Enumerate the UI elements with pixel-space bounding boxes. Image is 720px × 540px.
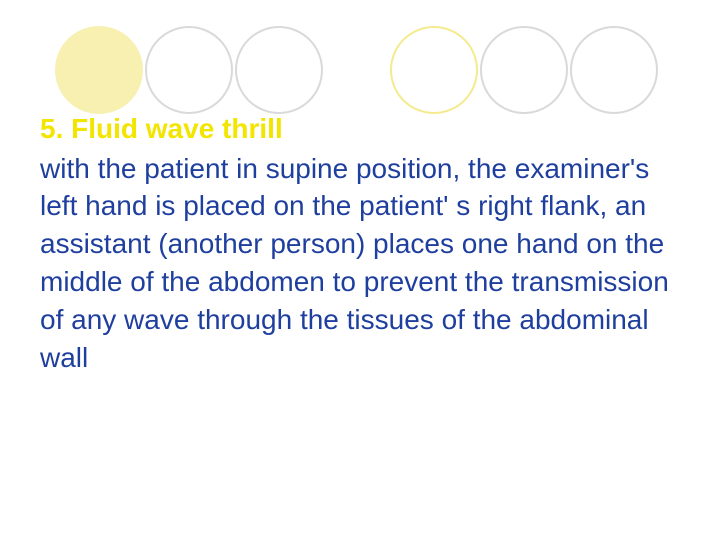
slide-body: with the patient in supine position, the… <box>40 150 680 377</box>
decorative-circle <box>480 26 568 114</box>
decorative-circle <box>235 26 323 114</box>
decorative-circle <box>570 26 658 114</box>
slide-heading: 5. Fluid wave thrill <box>40 112 680 146</box>
decorative-circle <box>390 26 478 114</box>
decorative-circle <box>145 26 233 114</box>
decorative-circle <box>55 26 143 114</box>
decorative-circles-row <box>0 20 720 120</box>
slide-content: 5. Fluid wave thrill with the patient in… <box>40 112 680 376</box>
